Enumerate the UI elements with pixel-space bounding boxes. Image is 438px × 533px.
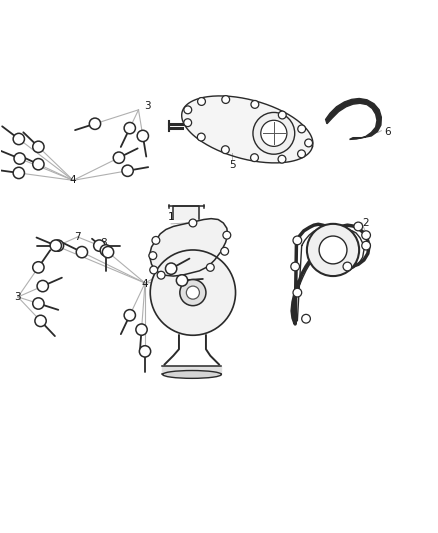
Circle shape xyxy=(35,315,46,327)
Circle shape xyxy=(189,219,197,227)
Circle shape xyxy=(198,98,205,106)
Circle shape xyxy=(253,112,295,154)
Circle shape xyxy=(100,245,112,256)
Circle shape xyxy=(184,119,191,127)
Circle shape xyxy=(206,263,214,271)
Circle shape xyxy=(33,158,44,170)
Text: 3: 3 xyxy=(14,292,21,302)
Circle shape xyxy=(305,139,313,147)
Circle shape xyxy=(14,153,25,164)
Text: 2: 2 xyxy=(363,218,369,228)
Circle shape xyxy=(166,263,177,274)
Circle shape xyxy=(180,279,206,305)
Circle shape xyxy=(307,224,359,276)
Circle shape xyxy=(291,262,300,271)
Circle shape xyxy=(362,231,371,239)
Circle shape xyxy=(150,250,236,335)
Circle shape xyxy=(102,246,114,258)
Circle shape xyxy=(222,95,230,103)
Text: 8: 8 xyxy=(100,238,107,247)
Circle shape xyxy=(33,141,44,152)
Circle shape xyxy=(50,240,61,251)
Circle shape xyxy=(319,236,347,264)
Circle shape xyxy=(94,240,105,251)
Circle shape xyxy=(124,310,135,321)
Circle shape xyxy=(186,286,199,299)
Circle shape xyxy=(33,262,44,273)
Polygon shape xyxy=(149,219,228,276)
Circle shape xyxy=(223,231,231,239)
Circle shape xyxy=(362,241,371,250)
Text: 4: 4 xyxy=(70,175,77,185)
Circle shape xyxy=(222,146,229,154)
Text: 6: 6 xyxy=(385,127,391,138)
Circle shape xyxy=(139,346,151,357)
Circle shape xyxy=(124,123,135,134)
Circle shape xyxy=(293,236,302,245)
Circle shape xyxy=(136,324,147,335)
Circle shape xyxy=(302,314,311,323)
Circle shape xyxy=(198,133,205,141)
Circle shape xyxy=(354,222,363,231)
Circle shape xyxy=(293,288,302,297)
Circle shape xyxy=(149,252,157,260)
Circle shape xyxy=(122,165,133,176)
Polygon shape xyxy=(325,99,381,140)
Circle shape xyxy=(177,275,187,286)
Polygon shape xyxy=(173,206,199,220)
Circle shape xyxy=(52,240,64,251)
Text: 3: 3 xyxy=(144,101,151,111)
Circle shape xyxy=(278,155,286,163)
Circle shape xyxy=(297,150,305,158)
Circle shape xyxy=(251,101,259,108)
Circle shape xyxy=(152,237,160,244)
Circle shape xyxy=(157,271,165,279)
Circle shape xyxy=(33,298,44,309)
Circle shape xyxy=(37,280,48,292)
Polygon shape xyxy=(182,96,313,163)
Circle shape xyxy=(184,106,192,114)
Circle shape xyxy=(221,247,229,255)
Circle shape xyxy=(76,246,88,258)
Text: 7: 7 xyxy=(74,232,81,242)
Circle shape xyxy=(150,266,158,274)
Circle shape xyxy=(343,262,352,271)
Circle shape xyxy=(298,125,306,133)
Circle shape xyxy=(137,130,148,142)
Circle shape xyxy=(251,154,258,161)
Circle shape xyxy=(13,133,25,144)
Circle shape xyxy=(261,120,287,147)
Text: 4: 4 xyxy=(142,279,148,289)
Circle shape xyxy=(279,111,286,119)
Ellipse shape xyxy=(162,370,221,378)
Text: 1: 1 xyxy=(168,212,174,222)
Circle shape xyxy=(89,118,101,130)
Circle shape xyxy=(113,152,124,163)
Circle shape xyxy=(13,167,25,179)
Text: 5: 5 xyxy=(229,160,235,170)
